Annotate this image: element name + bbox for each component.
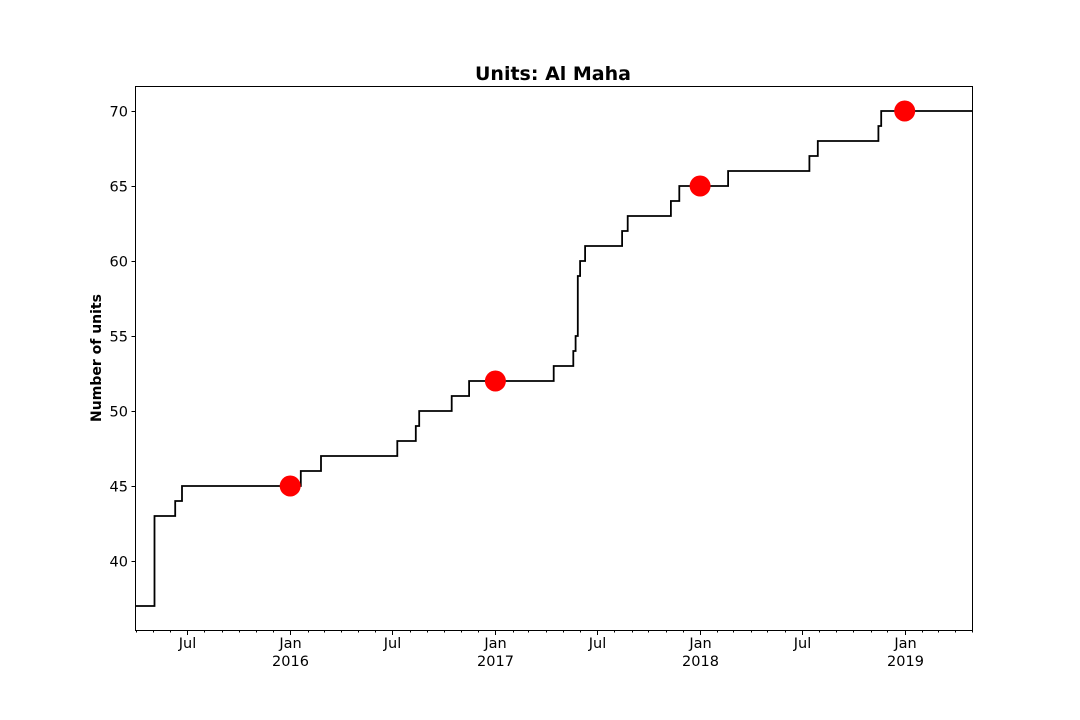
y-tick-label: 65	[110, 180, 128, 196]
y-axis: 40 45 50 55 60 65 70	[110, 105, 136, 571]
x-tick-label: Jan	[278, 636, 301, 652]
x-tick-year-label: 2016	[272, 654, 309, 670]
y-axis-label: Number of units	[89, 294, 105, 422]
x-axis: Jul Jan 2016 Jul Jan 2017 Jul Jan 2018 Jul Jan 2019	[136, 630, 973, 670]
y-tick-label: 50	[110, 405, 128, 421]
units-step-line	[136, 110, 972, 607]
plot-frame	[135, 86, 973, 631]
series-layer	[136, 110, 972, 607]
x-tick-year-label: 2017	[477, 654, 514, 670]
x-tick-year-label: 2018	[682, 654, 719, 670]
x-tick-label: Jan	[893, 636, 916, 652]
y-tick-label: 70	[110, 105, 128, 121]
marker-point	[689, 175, 711, 197]
chart-title: Units: Al Maha	[475, 63, 631, 85]
y-tick-label: 40	[110, 555, 128, 571]
y-tick-label: 55	[110, 330, 128, 346]
x-tick-label: Jan	[688, 636, 711, 652]
x-tick-label: Jul	[588, 636, 607, 652]
x-tick-label: Jul	[793, 636, 812, 652]
y-tick-label: 45	[110, 480, 128, 496]
y-tick-label: 60	[110, 255, 128, 271]
marker-point	[894, 100, 916, 122]
x-tick-label: Jan	[483, 636, 506, 652]
marker-point	[279, 475, 301, 497]
marker-point	[484, 370, 506, 392]
x-tick-year-label: 2019	[887, 654, 924, 670]
x-tick-label: Jul	[383, 636, 402, 652]
marker-layer	[279, 100, 916, 497]
x-tick-label: Jul	[178, 636, 197, 652]
